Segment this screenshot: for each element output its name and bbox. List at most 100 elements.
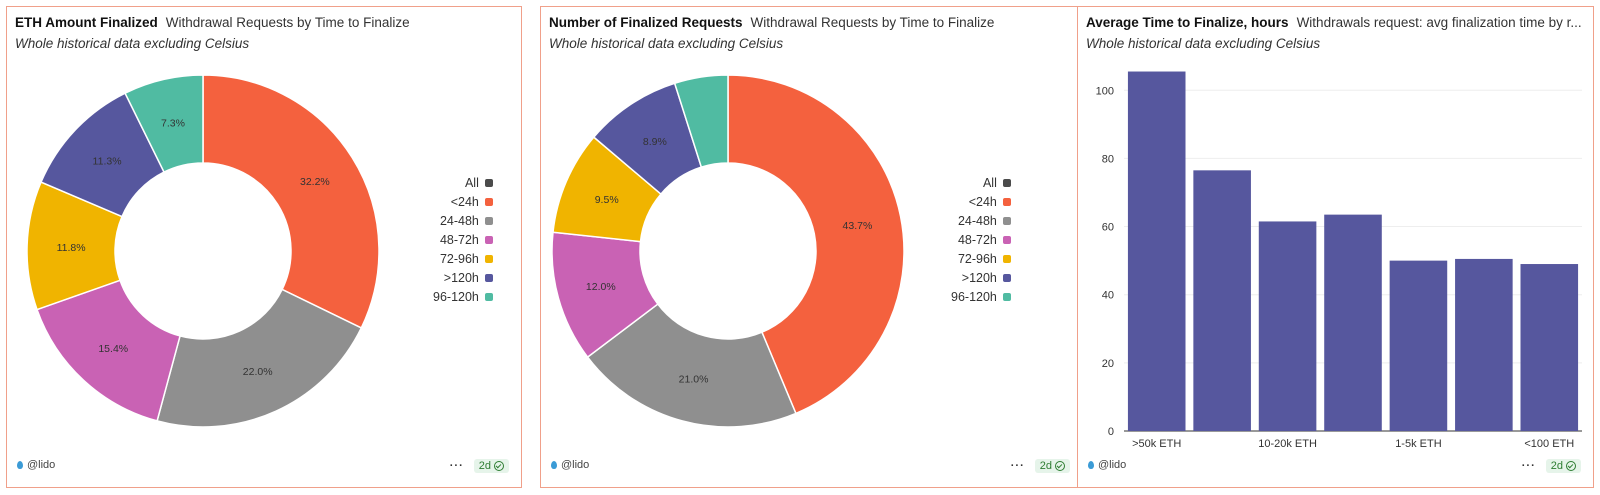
slice-label: 7.3% — [161, 117, 185, 129]
author-name: @lido — [27, 459, 56, 471]
legend-item[interactable]: All — [465, 175, 493, 191]
legend-label: >120h — [961, 271, 997, 285]
y-tick-label: 100 — [1096, 85, 1114, 97]
slice-48-72h[interactable] — [36, 279, 181, 422]
legend-item[interactable]: <24h — [451, 194, 493, 210]
more-icon[interactable]: ··· — [1010, 460, 1025, 472]
y-tick-label: 0 — [1108, 426, 1114, 438]
age-text: 2d — [1550, 460, 1563, 472]
legend-swatch — [1002, 255, 1011, 263]
legend: All <24h 24-48h 48-72h 72-96h >120h 96-120h — [433, 175, 493, 305]
age-badge: 2d — [1545, 459, 1581, 473]
slice-label: 43.7% — [843, 220, 873, 232]
bar[interactable] — [1193, 170, 1251, 432]
slice-96-120h[interactable] — [124, 74, 204, 174]
legend-swatch — [1002, 293, 1011, 301]
age-text: 2d — [1039, 460, 1052, 472]
donut-chart: 43.7% 21.0% 12.0% 9.5% 8.9% — [551, 74, 905, 428]
x-tick-label: 10-20k ETH — [1258, 438, 1317, 450]
legend-swatch — [484, 198, 493, 206]
legend-item[interactable]: 96-120h — [433, 289, 493, 305]
legend-swatch — [484, 179, 493, 187]
legend-swatch — [1002, 179, 1011, 187]
age-badge: 2d — [473, 459, 509, 473]
bar[interactable] — [1258, 221, 1317, 431]
panel-finalized-requests: Number of Finalized Requests Withdrawal R… — [540, 6, 1083, 488]
legend-item[interactable]: >120h — [962, 270, 1011, 286]
drop-icon — [551, 461, 557, 469]
legend-label: <24h — [968, 195, 997, 209]
author-name: @lido — [561, 459, 590, 471]
legend-label: 48-72h — [957, 233, 997, 247]
slice-label: 15.4% — [98, 343, 128, 355]
drop-icon — [1088, 461, 1094, 469]
legend-item[interactable]: <24h — [969, 194, 1011, 210]
slice-label: 9.5% — [595, 194, 619, 206]
legend-swatch — [484, 217, 493, 225]
legend-swatch — [1002, 274, 1011, 282]
slice-24-48h[interactable] — [156, 288, 363, 428]
panel-note: Whole historical data excluding Celsius — [1086, 36, 1321, 51]
slice-label: 22.0% — [243, 366, 273, 378]
panel-footer-right: ··· 2d — [1522, 459, 1581, 473]
legend-swatch — [484, 236, 493, 244]
check-circle-icon — [1055, 461, 1065, 471]
legend-item[interactable]: 24-48h — [440, 213, 493, 229]
slice-label: 8.9% — [643, 136, 667, 148]
legend-item[interactable]: 48-72h — [440, 232, 493, 248]
legend-swatch — [484, 293, 493, 301]
legend-swatch — [1002, 198, 1011, 206]
slice-label: 11.3% — [93, 155, 122, 167]
slice-label: 12.0% — [586, 281, 616, 293]
panel-note: Whole historical data excluding Celsius — [549, 36, 784, 51]
bar[interactable] — [1520, 264, 1579, 431]
bar[interactable] — [1324, 214, 1382, 431]
legend-item[interactable]: >120h — [444, 270, 493, 286]
legend-item[interactable]: All — [983, 175, 1011, 191]
panel-footer-right: ··· 2d — [1011, 459, 1070, 473]
legend-item[interactable]: 72-96h — [440, 251, 493, 267]
check-circle-icon — [1566, 461, 1576, 471]
x-tick-label: >50k ETH — [1132, 438, 1181, 450]
legend-item[interactable]: 96-120h — [951, 289, 1011, 305]
legend-item[interactable]: 72-96h — [958, 251, 1011, 267]
y-tick-label: 40 — [1102, 290, 1114, 302]
more-icon[interactable]: ··· — [1521, 460, 1536, 472]
age-text: 2d — [478, 460, 491, 472]
slice-24-48h[interactable] — [586, 303, 797, 428]
y-tick-label: 20 — [1102, 358, 1114, 370]
author-tag[interactable]: @lido — [1088, 459, 1126, 471]
panel-note: Whole historical data excluding Celsius — [15, 36, 250, 51]
slice-96-120h[interactable] — [673, 74, 729, 169]
panel-avg-time: Average Time to Finalize, hours Withdrawa… — [1077, 6, 1594, 488]
legend-label: 72-96h — [957, 252, 997, 266]
slice-label: 11.8% — [57, 242, 86, 254]
legend-label: All — [464, 176, 479, 190]
more-icon[interactable]: ··· — [449, 460, 464, 472]
legend: All <24h 24-48h 48-72h 72-96h >120h 96-120h — [951, 175, 1011, 305]
slice-<24h[interactable] — [727, 74, 905, 415]
legend-swatch — [1002, 217, 1011, 225]
bar-chart: 0 20 40 60 80 100 >50k ETH 10-20k ETH 1-5k ETH <1… — [1096, 71, 1582, 450]
x-tick-label: <100 ETH — [1524, 438, 1574, 450]
author-tag[interactable]: @lido — [17, 459, 55, 471]
bar[interactable] — [1389, 260, 1448, 431]
legend-label: 24-48h — [439, 214, 479, 228]
legend-swatch — [1002, 236, 1011, 244]
slice-<24h[interactable] — [202, 74, 380, 329]
x-tick-label: 1-5k ETH — [1395, 438, 1442, 450]
bar[interactable] — [1127, 71, 1186, 431]
y-tick-label: 60 — [1102, 222, 1114, 234]
legend-item[interactable]: 24-48h — [958, 213, 1011, 229]
legend-item[interactable]: 48-72h — [958, 232, 1011, 248]
panel-eth-amount: ETH Amount Finalized Withdrawal Requests … — [6, 6, 522, 488]
y-tick-label: 80 — [1102, 153, 1114, 165]
author-tag[interactable]: @lido — [551, 459, 589, 471]
legend-swatch — [484, 274, 493, 282]
legend-label: 96-120h — [433, 290, 479, 304]
panel-footer-right: ··· 2d — [450, 459, 509, 473]
author-name: @lido — [1098, 459, 1127, 471]
legend-label: All — [982, 176, 997, 190]
bar[interactable] — [1455, 258, 1513, 431]
legend-label: 72-96h — [439, 252, 479, 266]
